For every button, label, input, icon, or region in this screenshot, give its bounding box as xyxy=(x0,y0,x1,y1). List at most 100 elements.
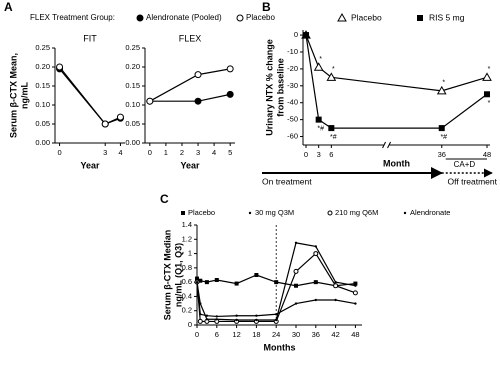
marker xyxy=(194,97,202,105)
x-tick-label: 6 xyxy=(215,330,219,339)
x-tick-label: 48 xyxy=(351,330,359,339)
legend-title: FLEX Treatment Group: xyxy=(30,13,115,22)
marker xyxy=(195,280,199,284)
marker xyxy=(101,120,109,128)
x-axis-label: Month xyxy=(383,158,410,168)
marker xyxy=(146,97,154,105)
marker xyxy=(275,318,278,322)
phase-label: Off treatment xyxy=(448,176,498,186)
marker xyxy=(198,278,203,283)
x-tick-label: 5 xyxy=(228,148,232,157)
legend-marker xyxy=(248,211,252,215)
legend-marker xyxy=(136,14,144,22)
marker xyxy=(215,318,218,321)
y-tick-label: 0 xyxy=(188,320,192,329)
marker xyxy=(116,113,124,121)
legend-label: RIS 5 mg xyxy=(429,12,465,22)
marker xyxy=(333,283,339,289)
marker xyxy=(204,280,209,285)
x-axis-label: Year xyxy=(180,160,200,170)
marker xyxy=(313,251,319,257)
marker xyxy=(235,318,238,322)
period-label: CA+D xyxy=(454,160,476,169)
x-tick-label: 12 xyxy=(232,330,240,339)
axis-break xyxy=(382,141,386,149)
point-label: * xyxy=(332,66,335,73)
y-tick-label: -10 xyxy=(287,47,298,56)
x-tick-label: 36 xyxy=(438,150,446,159)
x-tick-label: 18 xyxy=(252,330,260,339)
y-tick-label: 0.05 xyxy=(125,119,140,128)
marker xyxy=(436,85,447,95)
marker xyxy=(328,125,335,132)
y-tick-label: 0 xyxy=(294,30,298,39)
y-tick-label: 0.20 xyxy=(35,62,50,71)
y-tick-label: 0.00 xyxy=(125,138,140,147)
legend-label: Placebo xyxy=(246,13,275,22)
marker xyxy=(205,318,209,321)
x-tick-label: 0 xyxy=(148,148,152,157)
panel-label: A xyxy=(4,0,13,14)
point-label: * xyxy=(488,66,491,73)
marker xyxy=(294,302,298,305)
marker xyxy=(334,280,337,284)
y-tick-label: 0.10 xyxy=(125,100,140,109)
y-axis-label: from baseline xyxy=(275,58,285,117)
axis-break xyxy=(383,142,390,148)
y-tick-label: 0.25 xyxy=(125,43,140,52)
marker xyxy=(254,273,259,277)
y-tick-label: 0.05 xyxy=(35,119,50,128)
y-tick-label: 1.4 xyxy=(182,220,192,229)
x-tick-label: 4 xyxy=(212,148,216,157)
marker xyxy=(354,284,357,287)
marker xyxy=(255,314,258,317)
marker xyxy=(334,298,337,302)
marker xyxy=(197,318,203,324)
marker xyxy=(255,318,258,322)
y-axis-label: Urinary NTX % change xyxy=(264,39,274,136)
marker xyxy=(293,268,299,274)
y-tick-label: 0.10 xyxy=(35,100,50,109)
marker xyxy=(313,62,324,71)
x-tick-label: 4 xyxy=(118,148,122,157)
marker xyxy=(315,116,322,123)
series-line xyxy=(59,66,121,125)
x-tick-label: 0 xyxy=(195,330,199,339)
y-tick-label: 0.00 xyxy=(35,138,50,147)
x-tick-label: 42 xyxy=(331,330,339,339)
legend-marker xyxy=(403,211,407,215)
y-tick-label: -30 xyxy=(287,81,298,90)
series-line xyxy=(196,252,356,323)
marker xyxy=(313,280,318,285)
subplot-title: FIT xyxy=(83,33,97,43)
x-tick-label: 6 xyxy=(329,150,333,159)
subplot-title: FLEX xyxy=(179,33,202,43)
x-tick-label: 0 xyxy=(57,148,61,157)
point-label: *# xyxy=(440,134,447,141)
legend-marker xyxy=(327,210,333,216)
marker xyxy=(199,302,202,305)
marker xyxy=(215,315,218,318)
y-tick-label: 0.20 xyxy=(125,62,140,71)
axis-break xyxy=(387,141,391,149)
panel-label: B xyxy=(262,0,271,14)
legend-label: Alendronate (Pooled) xyxy=(146,13,222,22)
y-tick-label: -50 xyxy=(287,115,298,124)
marker xyxy=(314,298,317,302)
x-axis-label: Year xyxy=(80,160,100,170)
x-tick-label: 3 xyxy=(103,148,107,157)
x-tick-label: 36 xyxy=(312,330,320,339)
marker xyxy=(274,280,279,285)
point-label: * xyxy=(319,56,322,63)
y-tick-label: 0.8 xyxy=(182,263,192,272)
y-tick-label: -60 xyxy=(287,132,298,141)
legend-label: 210 mg Q6M xyxy=(335,208,378,217)
phase-label: On treatment xyxy=(262,176,312,186)
x-tick-label: 24 xyxy=(272,330,280,339)
marker xyxy=(194,71,202,79)
marker xyxy=(484,91,490,98)
legend-label: Alendronate xyxy=(410,208,450,217)
x-tick-label: 1 xyxy=(164,148,168,157)
point-label: *# xyxy=(317,125,324,132)
